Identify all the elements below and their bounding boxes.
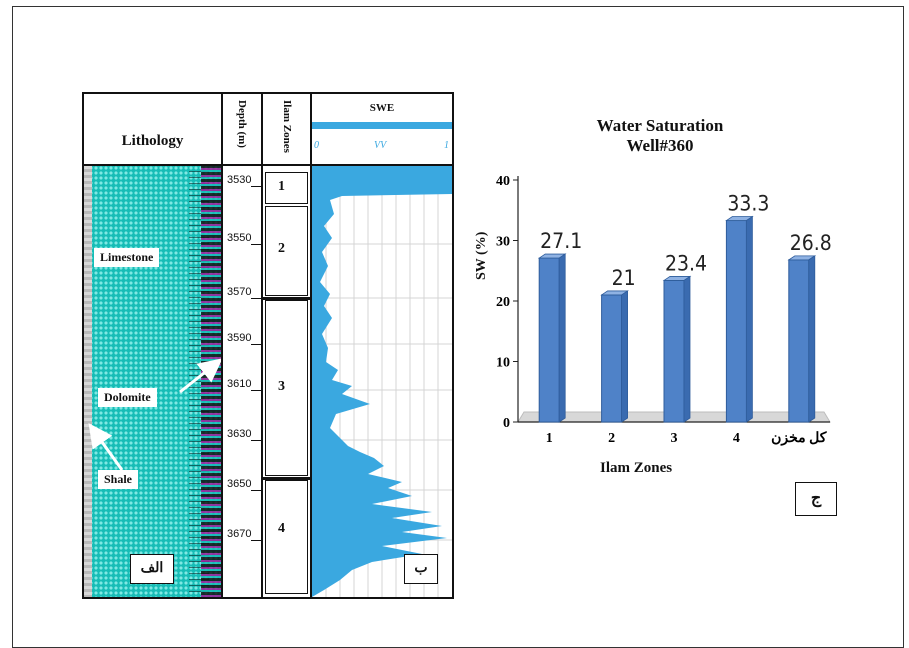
- swe-header-label: SWE: [369, 102, 395, 114]
- zone-separator: [263, 297, 310, 300]
- bar: [663, 279, 685, 423]
- depth-tick: 3610: [227, 378, 252, 390]
- limestone-label: Limestone: [94, 248, 160, 267]
- zone-label: 4: [278, 521, 285, 536]
- panel-letter-c: ج: [795, 482, 837, 516]
- zones-track: 1 2 3 4: [263, 166, 312, 597]
- chart-plot: 0 10 20 30 40 27.1 1 21 2 23.4 3 33.3 4 26.8 کل مخزن: [496, 174, 832, 446]
- shale-label: Shale: [98, 470, 139, 489]
- lithology-track: Limestone Dolomite Shale الف: [84, 166, 223, 597]
- data-label: 27.1: [540, 229, 582, 253]
- depth-tick: 3550: [227, 232, 252, 244]
- swe-legend-bar: [312, 122, 452, 129]
- x-tick-label: 2: [608, 431, 615, 446]
- bar-side: [745, 215, 753, 423]
- x-tick-label: کل مخزن: [771, 430, 827, 446]
- bar: [788, 259, 810, 423]
- data-label: 26.8: [790, 231, 832, 255]
- zone-label: 3: [278, 379, 285, 394]
- y-tick-label: 0: [503, 416, 510, 431]
- swe-scale-mid: VV: [374, 140, 387, 151]
- panel-letter-b: ب: [404, 554, 438, 584]
- depth-tick: 3650: [227, 478, 252, 490]
- data-label: 23.4: [665, 251, 707, 275]
- annotation-arrows: [88, 358, 221, 471]
- depth-tick-mark: [251, 244, 261, 245]
- depth-tick: 3670: [227, 528, 252, 540]
- depth-tick-mark: [251, 298, 261, 299]
- depth-header-label: Depth (m): [236, 100, 248, 148]
- depth-tick-mark: [251, 344, 261, 345]
- x-tick-label: 4: [733, 431, 740, 446]
- bar-side: [683, 275, 691, 423]
- chart-title: Water Saturation: [596, 116, 724, 135]
- x-tick-label: 1: [546, 431, 553, 446]
- x-axis-label: Ilam Zones: [600, 460, 673, 476]
- depth-tick-mark: [251, 390, 261, 391]
- depth-tick: 3530: [227, 174, 252, 186]
- swe-scale-min: 0: [314, 140, 319, 151]
- zone-label: 1: [278, 179, 285, 194]
- zone-header: Ilam Zones: [263, 94, 312, 166]
- bar: [725, 220, 747, 423]
- panel-letter-a: الف: [130, 554, 174, 584]
- zone-header-label: Ilam Zones: [280, 100, 293, 153]
- y-tick-label: 30: [496, 235, 510, 250]
- zone-box-3: 3: [265, 300, 308, 476]
- swe-scale-max: 1: [444, 140, 449, 151]
- swe-curve-fill: [312, 166, 452, 597]
- swe-track: ب: [312, 166, 452, 597]
- swe-header: SWE 0 VV 1: [312, 94, 452, 166]
- dolomite-label: Dolomite: [98, 388, 157, 407]
- bar: [538, 257, 560, 423]
- data-label: 33.3: [727, 192, 769, 216]
- well-log-panel: Lithology Depth (m) Ilam Zones SWE 0 VV …: [82, 92, 454, 599]
- zone-box-1: 1: [265, 172, 308, 204]
- zone-box-4: 4: [265, 480, 308, 594]
- data-label: 21: [612, 266, 636, 290]
- zone-separator: [263, 477, 310, 480]
- y-tick-label: 20: [496, 295, 510, 310]
- bar-side: [808, 255, 816, 423]
- depth-tick-mark: [251, 186, 261, 187]
- zone-label: 2: [278, 241, 285, 256]
- lithology-header-label: Lithology: [121, 133, 184, 149]
- bar-side: [621, 290, 629, 423]
- shale-pattern: [84, 166, 92, 597]
- zone-box-2: 2: [265, 206, 308, 296]
- y-tick-label: 10: [496, 356, 510, 371]
- depth-tick: 3590: [227, 332, 252, 344]
- bar: [601, 294, 623, 423]
- depth-track: 3530 3550 3570 3590 3610 3630 3650 3670: [223, 166, 263, 597]
- depth-tick: 3570: [227, 286, 252, 298]
- chart-subtitle: Well#360: [626, 136, 694, 155]
- depth-tick-mark: [251, 440, 261, 441]
- y-tick-label: 40: [496, 174, 510, 189]
- depth-header: Depth (m): [223, 94, 263, 166]
- x-tick-label: 3: [671, 431, 678, 446]
- depth-tick-mark: [251, 540, 261, 541]
- depth-tick: 3630: [227, 428, 252, 440]
- bar-chart: Water Saturation Well#360 SW (%) 0 10 20 30…: [470, 110, 850, 520]
- bar-side: [558, 253, 566, 423]
- shale-arrow: [88, 423, 124, 471]
- dolomite-arrow: [179, 358, 221, 394]
- depth-tick-mark: [251, 490, 261, 491]
- swe-curve-plot: [312, 166, 452, 597]
- lithology-header: Lithology: [84, 94, 223, 166]
